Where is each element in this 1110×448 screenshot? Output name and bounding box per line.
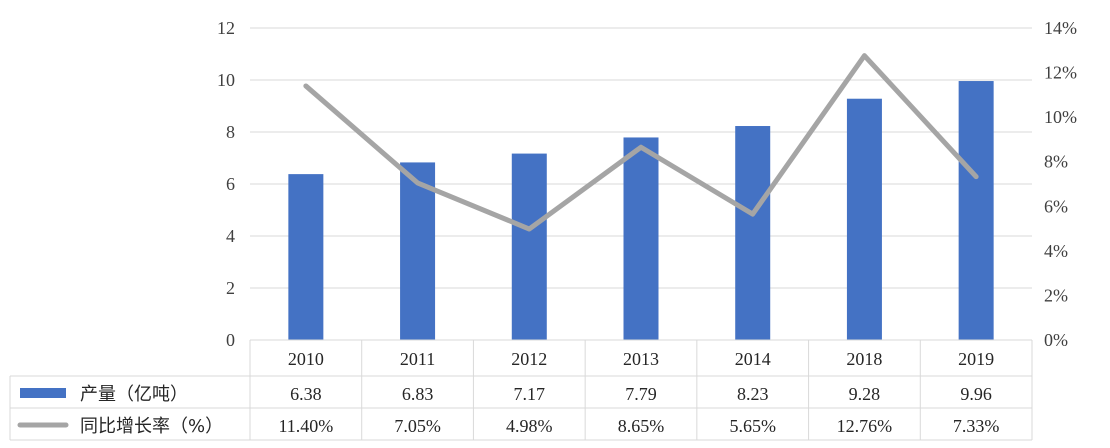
line-data-label: 4.98%: [506, 416, 553, 436]
bar: [288, 174, 324, 340]
left-axis-tick-label: 0: [226, 330, 235, 350]
bar: [846, 98, 882, 340]
line-data-label: 8.65%: [618, 416, 665, 436]
left-axis-tick-label: 4: [226, 226, 235, 246]
x-tick-label: 2013: [623, 349, 659, 369]
left-axis-ticks: 0 2 4 6 8 10 12: [217, 18, 235, 350]
line-data-label: 5.65%: [729, 416, 776, 436]
left-axis-tick-label: 6: [226, 174, 235, 194]
right-axis-tick-label: 6%: [1044, 196, 1068, 216]
data-table: 2010 2011 2012 2013 2014 2018 2019 6.38 6.83 7.17…: [9, 339, 1033, 441]
line-data-label: 12.76%: [837, 416, 893, 436]
x-tick-label: 2010: [288, 349, 324, 369]
right-axis-tick-label: 0%: [1044, 330, 1068, 350]
x-tick-label: 2019: [958, 349, 994, 369]
line-point: [528, 228, 530, 230]
bar-data-label: 7.17: [514, 384, 546, 404]
legend-label-line: 同比增长率（%）: [80, 416, 223, 437]
bar-data-label: 6.38: [290, 384, 322, 404]
bar-series: [288, 81, 994, 341]
right-axis-tick-label: 8%: [1044, 152, 1068, 172]
left-axis-tick-label: 10: [217, 70, 235, 90]
legend-key-bar: [20, 388, 66, 398]
bar: [735, 126, 771, 341]
line-point: [305, 85, 307, 87]
x-tick-label: 2012: [511, 349, 547, 369]
bar: [511, 153, 547, 340]
line-point: [752, 213, 754, 215]
bar: [623, 137, 659, 340]
line-data-label: 7.05%: [394, 416, 441, 436]
legend-label-bar: 产量（亿吨）: [80, 384, 188, 405]
line-point: [417, 182, 419, 184]
bar-data-label: 9.28: [849, 384, 881, 404]
bar-data-label: 7.79: [625, 384, 657, 404]
line-series: [303, 53, 979, 232]
bar-data-label: 9.96: [960, 384, 992, 404]
x-tick-label: 2011: [400, 349, 435, 369]
right-axis-ticks: 0% 2% 4% 6% 8% 10% 12% 14%: [1044, 18, 1077, 350]
left-axis-tick-label: 8: [226, 122, 235, 142]
bar: [958, 81, 994, 340]
x-tick-label: 2018: [846, 349, 882, 369]
right-axis-tick-label: 12%: [1044, 63, 1077, 83]
right-axis-tick-label: 2%: [1044, 285, 1068, 305]
x-tick-label: 2014: [735, 349, 771, 369]
line-data-label: 11.40%: [278, 416, 333, 436]
line-data-label: 7.33%: [953, 416, 1000, 436]
line-point: [640, 146, 642, 148]
left-axis-tick-label: 12: [217, 18, 235, 38]
line-point: [863, 55, 865, 57]
right-axis-tick-label: 4%: [1044, 241, 1068, 261]
bar: [400, 162, 436, 340]
bar-data-label: 8.23: [737, 384, 769, 404]
bar-data-label: 6.83: [402, 384, 434, 404]
right-axis-tick-label: 14%: [1044, 18, 1077, 38]
left-axis-tick-label: 2: [226, 278, 235, 298]
right-axis-tick-label: 10%: [1044, 107, 1077, 127]
line-point: [975, 176, 977, 178]
